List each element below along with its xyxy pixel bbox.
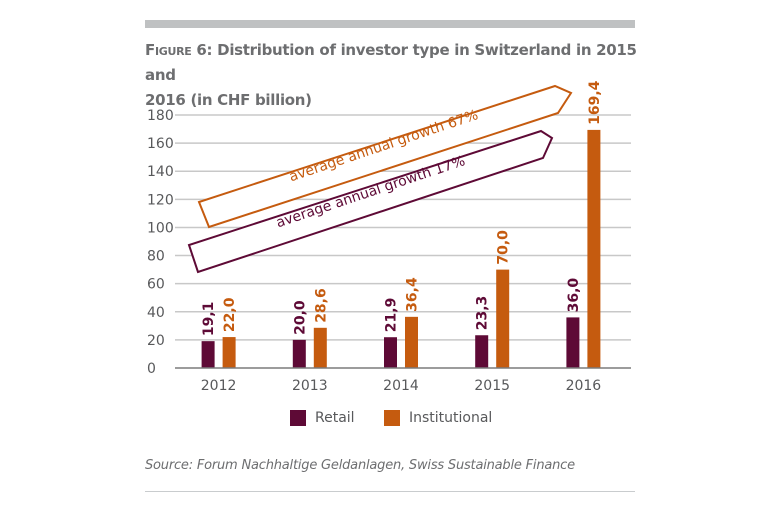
bars (201, 129, 601, 368)
x-tick-label: 2012 (201, 378, 237, 394)
figure-title: Figure 6: Distribution of investor type … (145, 38, 645, 113)
y-tick-label: 40 (147, 305, 165, 321)
data-label-retail: 23,3 (475, 296, 491, 331)
data-label-institutional: 169,4 (587, 80, 603, 125)
footer-rule (145, 491, 635, 492)
y-tick-label: 160 (147, 136, 174, 152)
y-tick-label: 80 (147, 249, 165, 265)
bar-institutional (587, 129, 601, 368)
data-label-institutional: 28,6 (313, 288, 329, 323)
bar-retail (566, 317, 580, 368)
legend-swatch-institutional (384, 410, 400, 426)
data-labels: 19,1 22,0 20,0 28,6 21,9 36,4 23,3 70,0 36,0 169,… (201, 80, 603, 336)
bar-institutional (405, 316, 418, 368)
legend-label-institutional: Institutional (409, 410, 493, 426)
y-tick-label: 0 (147, 361, 156, 377)
bar-institutional (222, 337, 236, 368)
data-label-retail: 19,1 (201, 302, 217, 337)
x-tick-label: 2015 (474, 378, 510, 394)
data-label-institutional: 36,4 (405, 277, 421, 312)
header-rule (145, 20, 635, 28)
growth-arrow-shape (187, 129, 554, 274)
bar-institutional (496, 269, 510, 368)
y-tick-label: 100 (147, 220, 174, 236)
y-tick-label: 60 (147, 277, 165, 293)
legend-swatch-retail (290, 410, 306, 426)
x-axis-ticks: 2012 2013 2014 2015 2016 (201, 378, 602, 394)
x-tick-label: 2016 (566, 378, 602, 394)
y-tick-label: 180 (147, 108, 174, 124)
bar-retail (292, 339, 306, 368)
data-label-retail: 36,0 (566, 278, 582, 313)
figure-label: Figure 6: (145, 41, 213, 59)
bar-retail (475, 335, 489, 368)
legend-item-institutional: Institutional (384, 410, 492, 426)
legend: Retail Institutional (0, 410, 784, 434)
data-label-institutional: 22,0 (222, 297, 238, 332)
y-tick-label: 20 (147, 333, 165, 349)
x-tick-label: 2013 (292, 378, 328, 394)
x-tick-label: 2014 (383, 378, 419, 394)
bar-institutional (313, 327, 327, 368)
data-label-retail: 21,9 (384, 298, 400, 333)
y-axis-ticks: 0 20 40 60 80 100 120 140 160 180 (147, 108, 174, 377)
data-label-institutional: 70,0 (496, 230, 512, 265)
data-label-retail: 20,0 (292, 300, 308, 335)
title-line-2: 2016 (in CHF billion) (145, 91, 312, 109)
y-tick-label: 140 (147, 164, 174, 180)
legend-label-retail: Retail (315, 410, 355, 426)
y-tick-label: 120 (147, 192, 174, 208)
growth-arrow-shape (197, 84, 573, 229)
source-note: Source: Forum Nachhaltige Geldanlagen, S… (145, 458, 575, 473)
legend-item-retail: Retail (290, 410, 355, 426)
bar-retail (384, 337, 397, 368)
bar-retail (201, 341, 215, 368)
title-line-1: Distribution of investor type in Switzer… (145, 41, 637, 84)
growth-arrows: average annual growth 67%average annual … (187, 84, 573, 274)
